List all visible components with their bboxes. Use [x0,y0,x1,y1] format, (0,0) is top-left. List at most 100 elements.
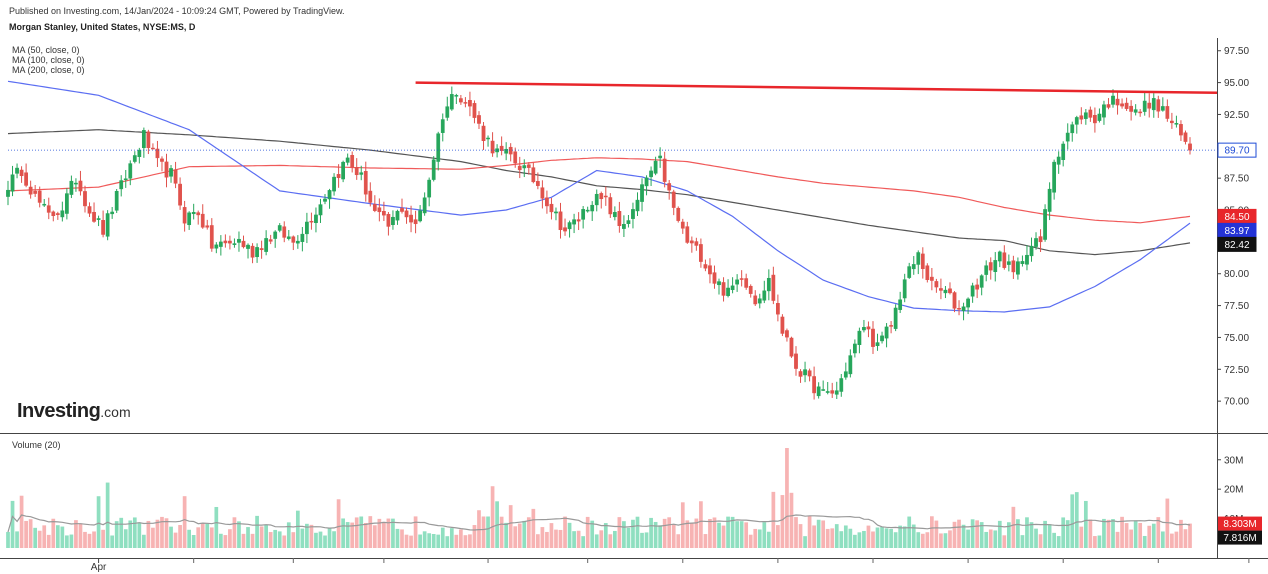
candle-body [612,212,617,218]
candle-body [323,198,327,202]
volume-bar [445,536,450,548]
volume-bar [993,530,998,548]
candle-body [314,214,318,224]
volume-bar [1025,517,1029,548]
volume-bar [911,524,916,548]
candle-body [191,211,196,215]
volume-bar [617,517,622,548]
chart-title: Morgan Stanley, United States, NYSE:MS, … [9,22,196,32]
volume-bar [1151,523,1156,548]
volume-bar [228,529,232,548]
volume-bar [590,520,595,548]
legend-ma200: MA (200, close, 0) [12,65,85,75]
candle-body [807,370,812,377]
volume-bar [413,516,418,548]
candle-body [241,240,246,248]
volume-bar [51,518,56,548]
candle-body [19,169,24,176]
candle-body [187,212,192,226]
volume-bar [862,530,866,548]
candle-body [87,206,92,214]
volume-bar [1115,531,1120,548]
candle-body [1106,104,1111,108]
volume-bar [92,531,96,548]
price-tag-bg [1217,236,1257,252]
candle-body [531,167,536,183]
volume-bar [137,522,142,548]
volume-bar [966,529,970,548]
volume-bar [250,533,255,548]
candle-body [137,149,142,157]
candle-body [1034,238,1038,247]
volume-bar [160,516,164,548]
candle-body [458,98,463,103]
candle-body [132,155,137,162]
volume-bar [1074,492,1079,548]
candle-body [898,299,903,310]
volume-bar [481,516,486,548]
candle-body [463,102,468,104]
volume-bar [803,536,807,548]
legend-ma100: MA (100, close, 0) [12,55,85,65]
volume-bar [468,534,472,548]
volume-bar [395,528,400,548]
candle-body [748,285,753,294]
volume-bar [1038,534,1043,548]
volume-bar [680,502,685,548]
candle-body [486,137,490,140]
volume-bar [391,518,395,548]
price-tick-label: 72.50 [1224,365,1249,376]
candle-body [55,213,60,215]
volume-bar [1120,516,1124,548]
candle-body [295,240,300,244]
candle-body [400,208,404,212]
price-tag-label: 89.70 [1224,146,1249,157]
candle-body [535,181,540,186]
price-tag: 84.50 [1217,208,1257,224]
candle-body [1047,188,1052,212]
volume-bar [1020,535,1025,548]
volume-bar [708,518,712,548]
volume-bar [644,532,649,548]
volume-bar [889,528,893,548]
volume-bar [726,516,730,548]
volume-bar [359,516,364,548]
candle-body [60,210,65,218]
candle-body [789,337,794,357]
candle-body [1111,95,1115,105]
candle-body [128,163,133,179]
candle-body [1056,156,1061,165]
volume-tag: 8.303M [1218,516,1262,531]
volume-bar [499,516,504,548]
candle-body [821,389,826,391]
candle-body [268,239,273,242]
candle-body [599,193,604,200]
candle-body [1151,98,1156,111]
candle-body [771,274,776,301]
candle-body [196,212,201,216]
volume-bar [314,532,318,548]
candle-body [803,369,807,376]
candle-body [404,210,409,218]
candle-body [228,240,232,244]
volume-bar [42,525,47,548]
volume-bar [626,527,631,548]
volume-bar [449,528,454,548]
volume-bar [957,519,961,548]
volume-bar [327,528,332,548]
candle-body [282,226,287,238]
candle-body [776,303,780,315]
moving-averages [7,80,1191,313]
volume-bar [46,534,51,548]
candle-body [336,174,341,178]
candle-body [563,227,567,232]
candle-body [110,211,115,215]
candle-body [1120,103,1124,107]
candle-body [902,279,907,299]
volume-bar [658,525,662,548]
volume-bar [191,535,196,548]
volume-bar [699,501,703,548]
volume-bar [545,531,549,548]
candle-body [246,244,250,249]
